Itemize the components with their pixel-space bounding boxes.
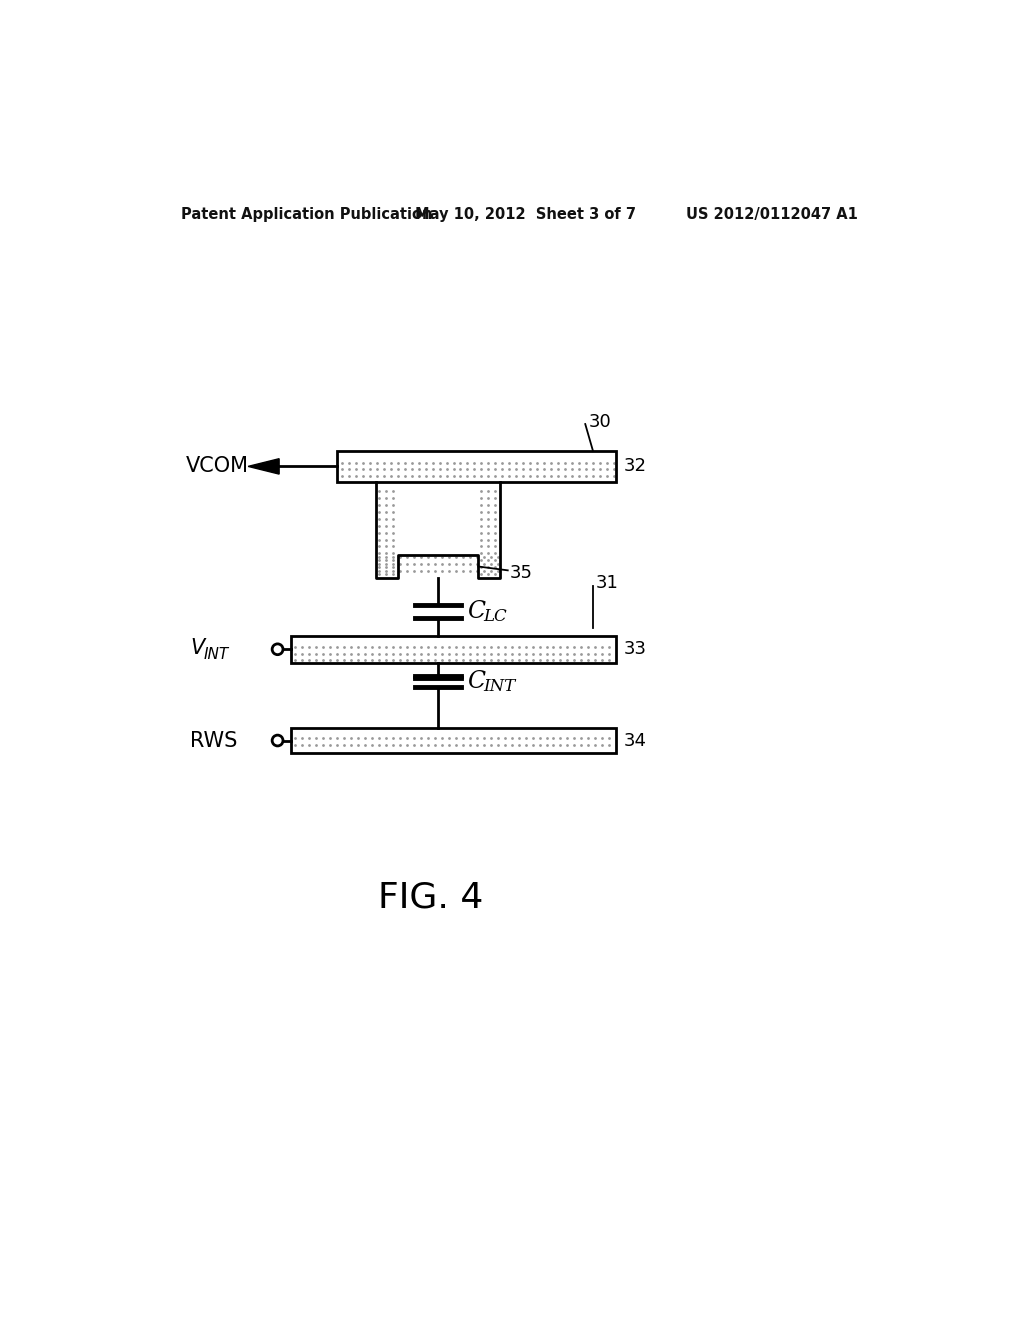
- Bar: [337, 451, 616, 482]
- Text: US 2012/0112047 A1: US 2012/0112047 A1: [686, 207, 858, 222]
- Bar: [291, 636, 616, 663]
- Text: May 10, 2012  Sheet 3 of 7: May 10, 2012 Sheet 3 of 7: [415, 207, 636, 222]
- Text: 31: 31: [595, 574, 618, 593]
- Text: RWS: RWS: [190, 730, 238, 751]
- Bar: [291, 729, 616, 752]
- Text: INT: INT: [203, 647, 228, 663]
- Text: INT: INT: [483, 677, 515, 694]
- Bar: [337, 451, 616, 459]
- Text: LC: LC: [483, 607, 507, 624]
- Circle shape: [272, 735, 283, 746]
- Text: C: C: [467, 601, 485, 623]
- Bar: [291, 729, 616, 752]
- Text: 30: 30: [589, 413, 612, 430]
- Text: 35: 35: [510, 565, 534, 582]
- Bar: [397, 482, 478, 554]
- Text: 33: 33: [624, 640, 647, 659]
- Bar: [291, 729, 616, 734]
- Bar: [291, 636, 616, 643]
- Bar: [291, 636, 616, 663]
- Text: VCOM: VCOM: [186, 457, 249, 477]
- Bar: [337, 451, 616, 482]
- Circle shape: [272, 644, 283, 655]
- Text: Patent Application Publication: Patent Application Publication: [180, 207, 432, 222]
- Text: FIG. 4: FIG. 4: [378, 880, 483, 915]
- Bar: [376, 482, 500, 490]
- Text: C: C: [467, 671, 485, 693]
- Text: 34: 34: [624, 731, 647, 750]
- Text: 32: 32: [624, 458, 647, 475]
- Text: V: V: [190, 638, 204, 657]
- Polygon shape: [248, 459, 280, 474]
